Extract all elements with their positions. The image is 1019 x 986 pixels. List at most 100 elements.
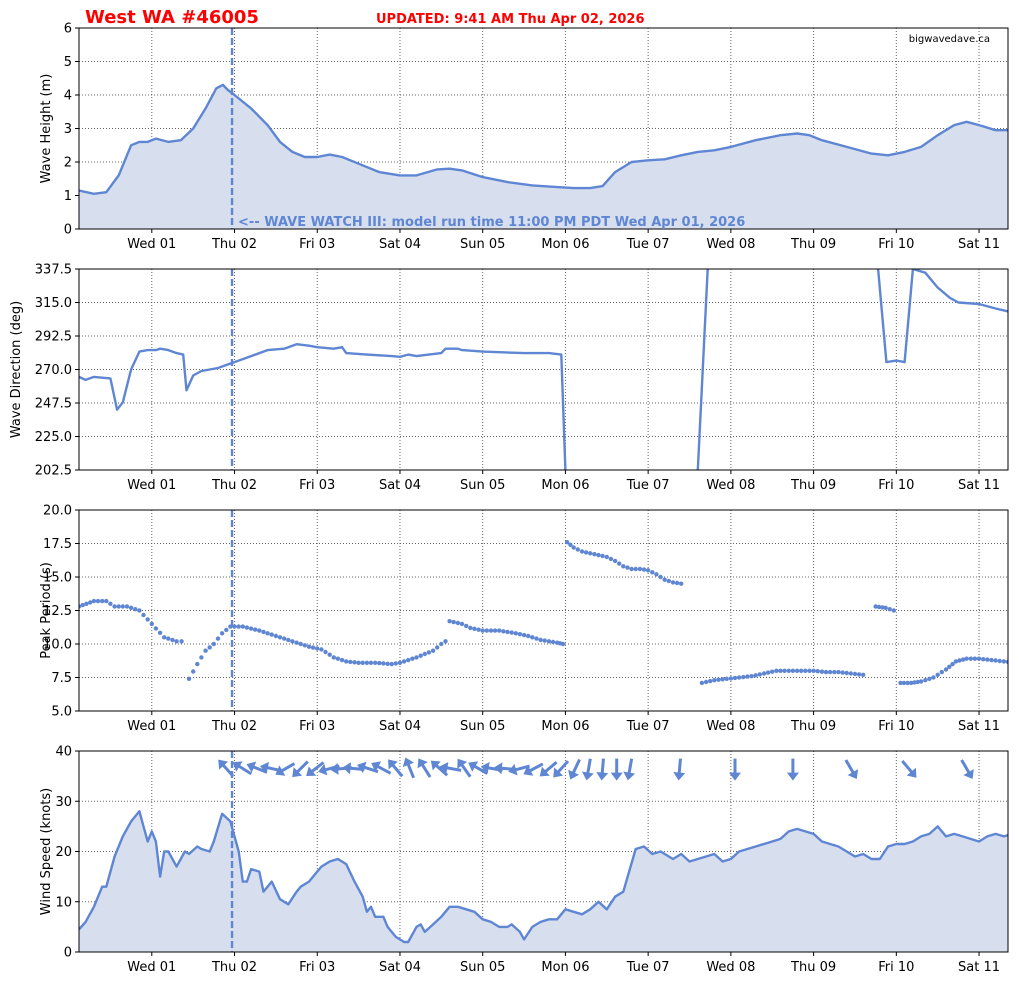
y-axis-label: Wave Height (m) — [39, 74, 54, 184]
area-fill — [79, 811, 1008, 952]
data-point — [912, 680, 917, 685]
data-point — [538, 637, 543, 643]
wind-arrow — [673, 758, 686, 781]
data-point — [815, 669, 820, 674]
wind-arrow — [439, 761, 462, 774]
data-point — [662, 577, 667, 582]
data-point — [575, 547, 580, 552]
data-point — [244, 625, 250, 630]
wind-arrow — [232, 761, 253, 776]
data-point — [542, 638, 547, 643]
data-point — [923, 678, 928, 683]
data-point — [976, 656, 982, 661]
data-point — [282, 636, 287, 641]
x-tick-label: Wed 08 — [706, 719, 755, 734]
data-point — [891, 608, 896, 613]
x-tick-label: Fri 03 — [299, 478, 335, 493]
data-point — [315, 646, 320, 651]
data-point — [745, 674, 750, 679]
data-point — [521, 632, 527, 638]
data-point — [765, 670, 771, 675]
x-tick-label: Mon 06 — [541, 237, 589, 252]
data-point — [666, 578, 671, 584]
data-point — [199, 655, 204, 660]
data-point — [546, 639, 552, 644]
x-tick-label: Mon 06 — [541, 960, 589, 975]
data-point — [757, 672, 762, 677]
data-point — [476, 627, 481, 632]
panel-frame — [78, 27, 1009, 230]
data-point — [451, 619, 456, 625]
x-tick-label: Mon 06 — [541, 478, 589, 493]
data-point — [335, 656, 341, 661]
wind-arrow — [292, 760, 309, 778]
data-point — [989, 657, 994, 663]
series-line — [696, 269, 709, 470]
data-point — [658, 574, 663, 580]
model-run-note: <-- WAVE WATCH III: model run time 11:00… — [238, 215, 745, 230]
data-point — [782, 668, 787, 673]
data-point — [517, 632, 523, 637]
data-point — [803, 668, 808, 673]
y-tick-label: 2 — [64, 156, 72, 171]
area-fill — [79, 84, 1008, 229]
wind-arrow — [596, 758, 609, 781]
data-point — [439, 641, 444, 647]
data-point — [302, 643, 307, 648]
x-tick-label: Fri 03 — [299, 960, 335, 975]
x-tick-label: Thu 09 — [790, 960, 836, 975]
x-tick-label: Mon 06 — [541, 719, 589, 734]
data-point — [633, 566, 638, 572]
data-point — [1005, 659, 1008, 665]
panel-3: 5.0 7.5 10.0 12.5 15.0 17.5 20.0 Wed 01 Thu 02 Fr… — [39, 504, 1009, 734]
data-point — [464, 623, 469, 629]
data-point — [807, 668, 812, 673]
data-point — [447, 619, 452, 624]
data-point — [294, 640, 299, 645]
data-point — [443, 639, 448, 644]
data-point — [840, 670, 845, 675]
data-point — [957, 658, 962, 663]
data-point — [203, 648, 208, 653]
series-line — [79, 343, 567, 470]
y-axis-label: Wind Speed (knots) — [39, 788, 54, 915]
y-tick-label: 7.5 — [51, 671, 72, 686]
data-point — [153, 626, 159, 631]
data-point — [972, 656, 978, 661]
x-tick-label: Wed 08 — [706, 237, 755, 252]
wind-arrow — [960, 759, 974, 779]
data-point — [985, 657, 990, 662]
data-point — [786, 668, 791, 673]
data-point — [120, 604, 126, 609]
data-point — [612, 558, 618, 564]
x-tick-label: Sun 05 — [460, 719, 505, 734]
data-point — [679, 581, 684, 586]
data-point — [501, 629, 506, 634]
data-point — [389, 661, 394, 667]
y-tick-label: 17.5 — [43, 537, 72, 552]
data-point — [306, 644, 312, 649]
data-point — [935, 672, 940, 677]
y-tick-label: 10.0 — [43, 638, 72, 653]
wind-arrow — [457, 758, 472, 778]
data-point — [844, 670, 849, 676]
y-tick-label: 3 — [64, 122, 72, 137]
panel-frame — [78, 268, 1009, 471]
x-tick-label: Sat 11 — [958, 719, 1000, 734]
y-tick-label: 4 — [64, 89, 72, 104]
x-tick-label: Thu 02 — [211, 719, 257, 734]
data-point — [145, 617, 150, 622]
data-point — [253, 627, 258, 632]
y-axis-label: Peak Period (s) — [39, 562, 54, 659]
data-point — [931, 675, 936, 680]
data-point — [149, 621, 154, 627]
x-tick-label: Wed 08 — [706, 960, 755, 975]
data-point — [360, 660, 365, 665]
data-point — [124, 604, 130, 609]
y-tick-label: 225.0 — [35, 430, 72, 445]
x-tick-label: Sun 05 — [460, 478, 505, 493]
data-point — [364, 660, 370, 665]
data-point — [741, 674, 746, 680]
data-point — [406, 657, 411, 663]
data-point — [887, 607, 892, 612]
